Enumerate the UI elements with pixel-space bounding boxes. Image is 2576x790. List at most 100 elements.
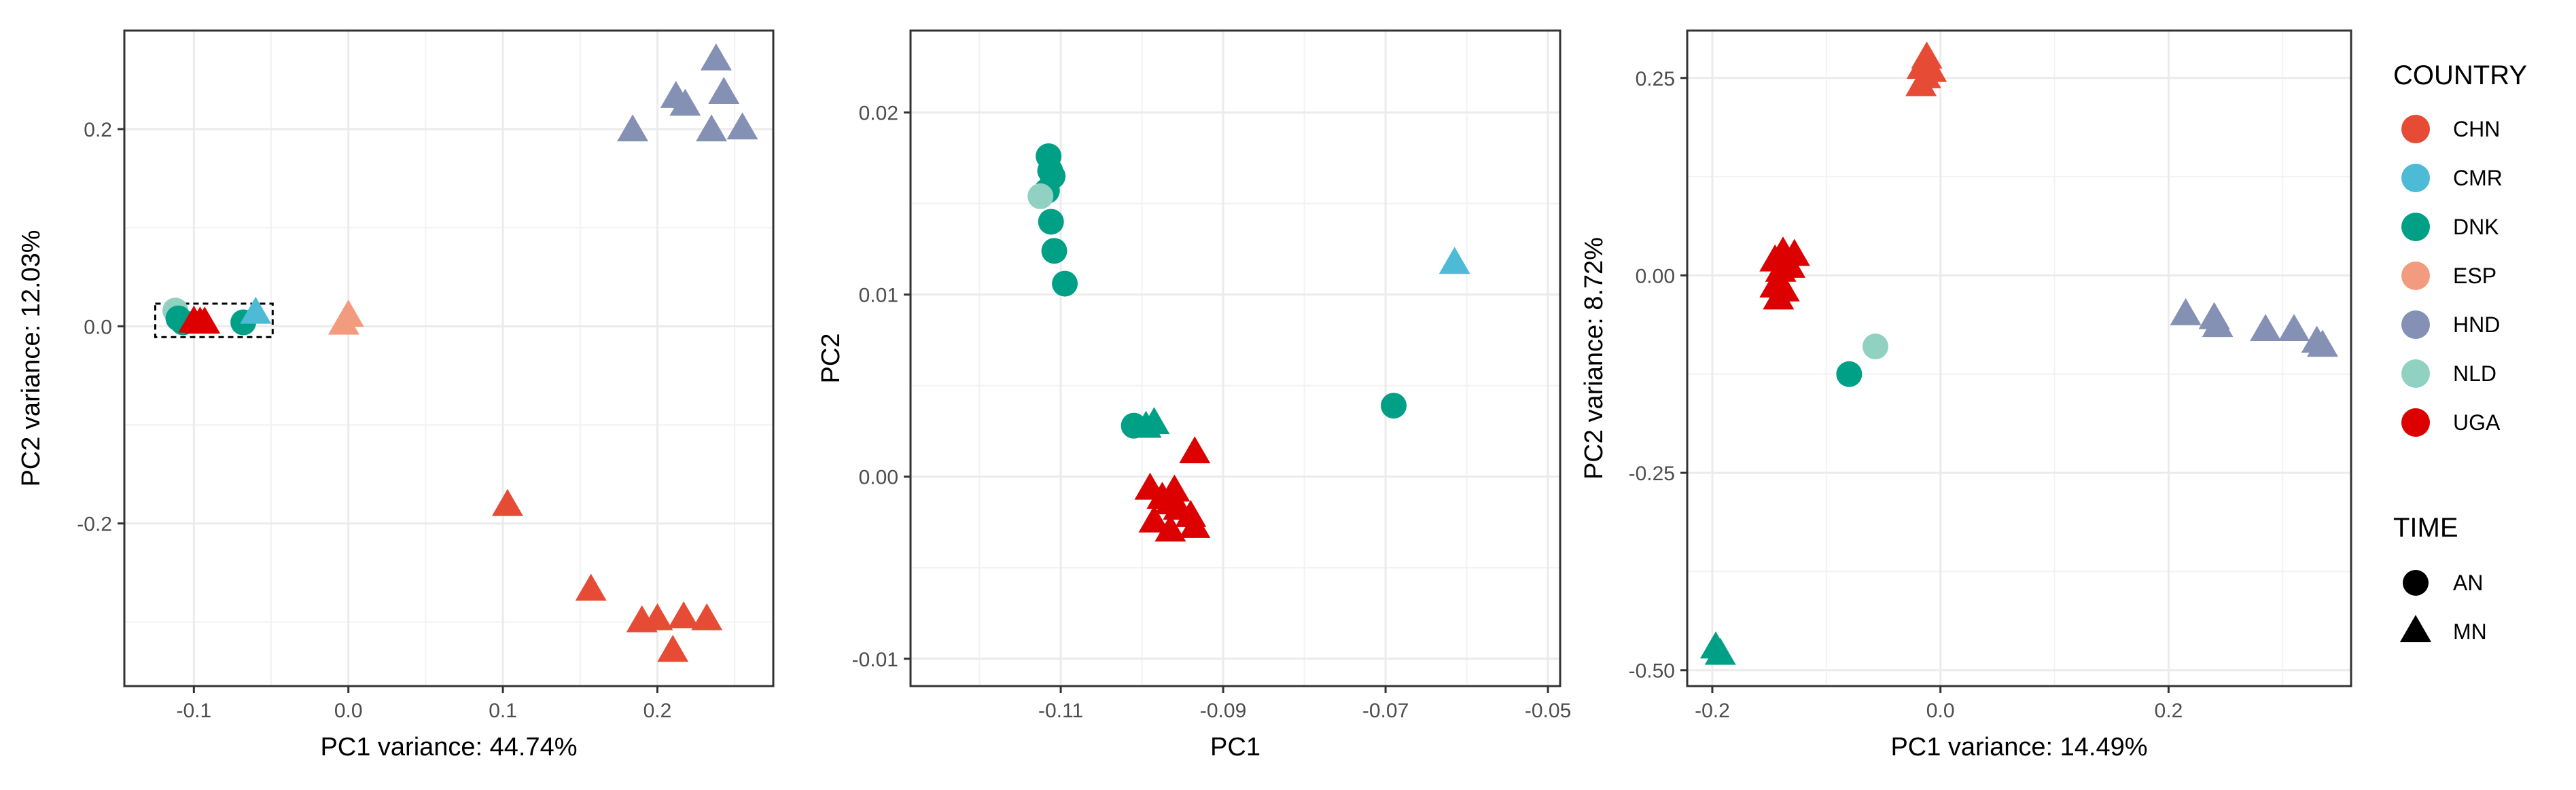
y-tick-label: -0.01 xyxy=(852,649,898,671)
plot-border xyxy=(123,29,775,687)
point-hnd-mn xyxy=(2202,310,2234,338)
point-chn-mn xyxy=(1905,69,1937,96)
legend-circle-shape xyxy=(2403,570,2429,596)
point-dnk-mn xyxy=(1704,637,1736,665)
y-tick-label: 0.25 xyxy=(1636,68,1675,90)
legend-label: HND xyxy=(2453,312,2500,337)
x-tick-label: -0.1 xyxy=(176,700,211,722)
x-tick-label: -0.07 xyxy=(1362,700,1409,722)
legend-swatch xyxy=(2401,310,2430,339)
point-uga-mn xyxy=(1138,505,1170,533)
point-chn-mn xyxy=(641,603,673,630)
y-tick-label: 0.01 xyxy=(859,285,898,307)
point-dnk-an xyxy=(1381,393,1407,419)
point-hnd-mn xyxy=(726,112,758,140)
scatter-panel-1: -0.1 0.0 0.1 0.2 -0.2 0.0 0.2 PC1 variance: 44.… xyxy=(17,29,775,761)
x-axis-title: PC1 variance: 14.49% xyxy=(1890,733,2147,761)
point-uga-mn xyxy=(1179,436,1211,464)
x-tick-label: -0.05 xyxy=(1525,700,1571,722)
point-hnd-mn xyxy=(2278,314,2310,341)
x-tick-label: 0.2 xyxy=(2155,700,2183,722)
legend-label: CHN xyxy=(2453,117,2500,141)
point-nld-an xyxy=(1862,334,1888,360)
legend-swatch xyxy=(2401,164,2430,192)
legend-swatch xyxy=(2401,359,2430,388)
y-axis-title: PC2 variance: 8.72% xyxy=(1580,237,1608,480)
legend-item-nld: NLD xyxy=(2401,359,2496,388)
x-tick-label: -0.09 xyxy=(1200,700,1246,722)
legend-swatch xyxy=(2401,115,2430,143)
legend-swatch xyxy=(2401,262,2430,290)
point-dnk-an xyxy=(1052,270,1078,297)
point-dnk-an xyxy=(1836,361,1863,387)
point-uga-mn xyxy=(1154,514,1186,542)
point-dnk-an xyxy=(1038,209,1064,235)
legend-item-esp: ESP xyxy=(2401,262,2496,290)
legend-label: ESP xyxy=(2453,264,2496,288)
point-hnd-mn xyxy=(617,114,649,142)
point-uga-mn xyxy=(1763,282,1795,310)
legend-label: DNK xyxy=(2453,215,2499,239)
point-hnd-mn xyxy=(700,43,732,71)
point-hnd-mn xyxy=(696,114,728,142)
point-chn-mn xyxy=(657,634,689,662)
legend-time-title: TIME xyxy=(2393,513,2458,543)
x-tick-label: 0.0 xyxy=(334,700,363,722)
x-tick-label: 0.2 xyxy=(643,700,672,722)
legend-label: MN xyxy=(2453,620,2487,644)
y-tick-label: -0.25 xyxy=(1629,463,1675,485)
legend-swatch xyxy=(2401,213,2430,241)
legend-triangle-shape xyxy=(2400,615,2431,643)
legend-item-cmr: CMR xyxy=(2401,164,2503,192)
x-tick-label: 0.0 xyxy=(1926,700,1955,722)
x-tick-label: 0.1 xyxy=(489,700,517,722)
y-axis-title: PC2 xyxy=(817,334,845,384)
legend-item-mn: MN xyxy=(2400,615,2487,644)
legend-label: CMR xyxy=(2453,166,2503,190)
legend: COUNTRY CHN CMR DNK ESP HND NLD UGA TIME AN MN xyxy=(2393,60,2527,644)
scatter-panel-2: -0.11 -0.09 -0.07 -0.05 -0.01 0.00 0.01 0.02 PC1… xyxy=(817,29,1571,761)
y-tick-label: -0.2 xyxy=(77,514,112,536)
legend-item-chn: CHN xyxy=(2401,115,2500,143)
plot-background xyxy=(1687,31,2351,686)
point-chn-mn xyxy=(668,601,700,629)
point-chn-mn xyxy=(491,488,523,516)
point-cmr-mn xyxy=(240,296,272,324)
legend-item-an: AN xyxy=(2403,570,2483,596)
point-hnd-mn xyxy=(2250,314,2282,341)
plot-border xyxy=(909,29,1562,687)
legend-label: AN xyxy=(2453,571,2483,595)
y-tick-label: 0.2 xyxy=(84,119,112,141)
point-cmr-mn xyxy=(1439,247,1470,274)
point-hnd-mn xyxy=(2170,298,2202,325)
y-tick-label: 0.00 xyxy=(859,467,898,489)
point-uga-mn xyxy=(189,306,221,334)
y-tick-label: 0.00 xyxy=(1636,265,1675,287)
point-chn-mn xyxy=(691,603,723,630)
legend-item-uga: UGA xyxy=(2401,408,2501,437)
point-chn-mn xyxy=(575,573,607,601)
y-tick-label: -0.50 xyxy=(1629,660,1675,683)
y-tick-label: 0.0 xyxy=(84,316,112,338)
point-hnd-mn xyxy=(708,77,740,105)
plot-border xyxy=(1686,29,2352,687)
plot-background xyxy=(124,31,773,686)
y-tick-label: 0.02 xyxy=(859,103,898,125)
x-tick-label: -0.11 xyxy=(1038,700,1083,722)
plot-background xyxy=(911,31,1560,686)
point-nld-an xyxy=(1027,183,1054,209)
y-axis-title: PC2 variance: 12.03% xyxy=(17,230,46,486)
x-tick-label: -0.2 xyxy=(1695,700,1730,722)
point-dnk-an xyxy=(1041,238,1068,264)
legend-item-dnk: DNK xyxy=(2401,213,2499,241)
zoom-highlight-box xyxy=(154,302,274,338)
legend-label: NLD xyxy=(2453,361,2496,386)
point-hnd-mn xyxy=(2307,329,2339,357)
legend-country-title: COUNTRY xyxy=(2393,60,2527,90)
legend-label: UGA xyxy=(2453,410,2501,435)
scatter-panel-3: -0.2 0.0 0.2 -0.50 -0.25 0.00 0.25 PC1 variance… xyxy=(1580,29,2352,761)
legend-item-hnd: HND xyxy=(2401,310,2500,339)
point-esp-mn xyxy=(332,300,364,327)
x-axis-title: PC1 variance: 44.74% xyxy=(320,733,577,761)
